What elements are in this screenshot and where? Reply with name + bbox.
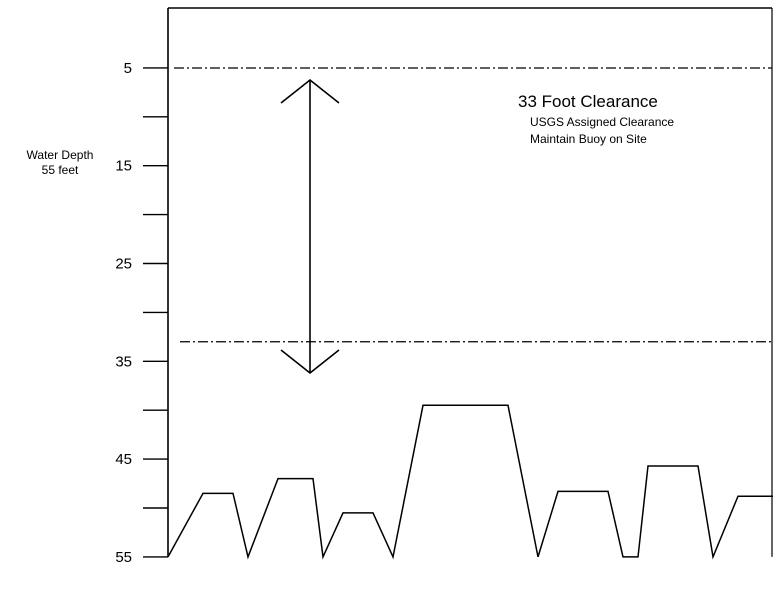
diagram-frame [167, 7, 773, 557]
water-depth-label: Water Depth [26, 148, 94, 162]
axis-tick-label-45: 45 [115, 451, 132, 468]
arrow-head-down [280, 349, 340, 375]
axis-tick-label-35: 35 [115, 353, 132, 370]
depth-axis: 5 15 25 35 45 55 [115, 60, 168, 566]
axis-tick-label-55: 55 [115, 549, 132, 566]
annotation-line-2: Maintain Buoy on Site [530, 132, 647, 146]
seabed-profile-group [167, 404, 773, 560]
annotation-headline: 33 Foot Clearance [518, 92, 658, 111]
clearance-lines [174, 67, 772, 343]
seabed-profile [167, 404, 773, 560]
arrow-head-up [280, 78, 340, 104]
clearance-arrow [280, 78, 340, 375]
annotation-line-1: USGS Assigned Clearance [530, 115, 674, 129]
axis-tick-label-5: 5 [124, 60, 132, 77]
water-depth-value: 55 feet [41, 163, 79, 177]
axis-tick-label-25: 25 [115, 256, 132, 273]
axis-tick-label-15: 15 [115, 158, 132, 175]
clearance-annotation: 33 Foot Clearance USGS Assigned Clearanc… [518, 92, 674, 146]
